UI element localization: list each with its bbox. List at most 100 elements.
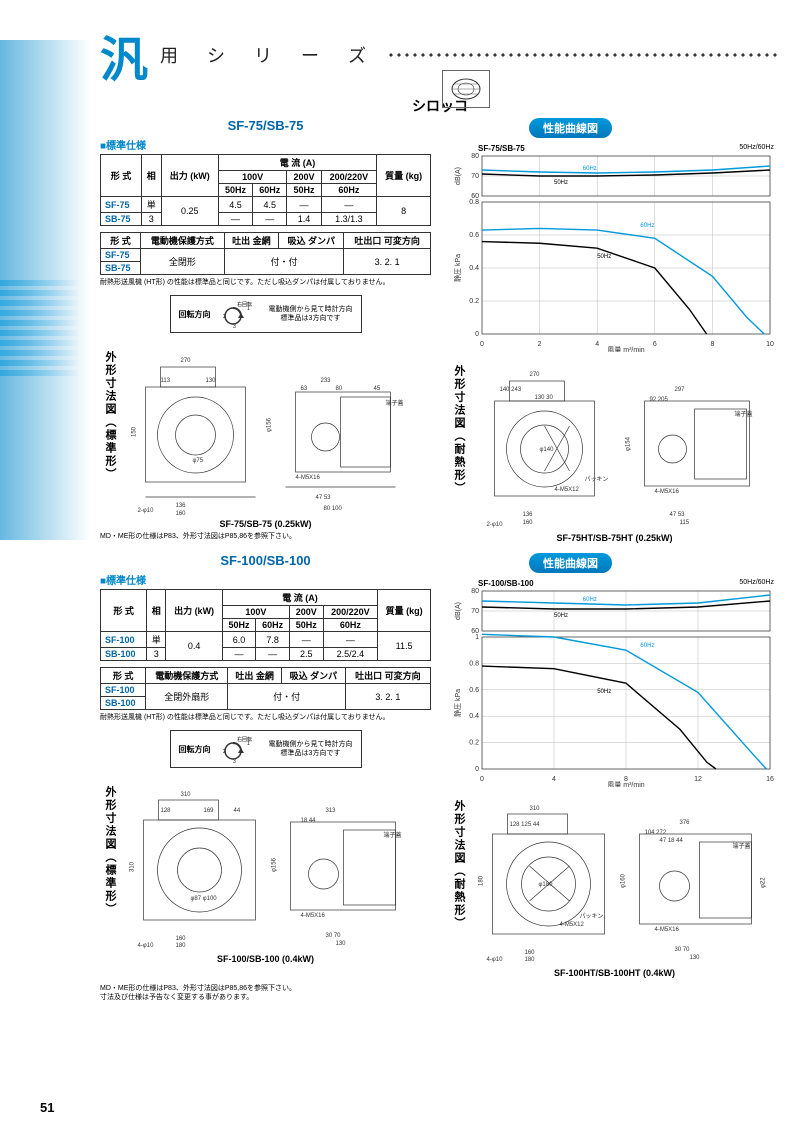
sf75-caption-ht: SF-75HT/SB-75HT (0.25kW) [449, 533, 780, 543]
svg-text:4: 4 [595, 341, 599, 348]
svg-text:φ87 φ100: φ87 φ100 [191, 896, 218, 902]
svg-text:4-M5X12: 4-M5X12 [555, 487, 580, 493]
svg-text:4: 4 [552, 776, 556, 783]
svg-text:30 70: 30 70 [675, 947, 691, 953]
svg-text:128: 128 [161, 808, 172, 814]
sf75-spec-table2: 形 式 電動機保護方式 吐出 金網 吸込 ダンパ 吐出口 可変方向 SF-75 … [100, 232, 431, 275]
sf100-caption-ht: SF-100HT/SB-100HT (0.4kW) [449, 968, 780, 978]
sf100-note: 耐熱形送風機 (HT形) の性能は標準品と同じです。ただし吸込ダンパは付属してお… [100, 713, 431, 722]
svg-text:50Hz: 50Hz [597, 689, 611, 695]
svg-text:16: 16 [766, 776, 774, 783]
svg-text:136: 136 [523, 512, 534, 518]
svg-text:130: 130 [336, 941, 347, 947]
svg-text:50Hz: 50Hz [554, 180, 568, 186]
page-header: 汎 用 シ リ ー ズ [100, 20, 780, 90]
svg-text:80: 80 [471, 153, 479, 160]
svg-text:0.2: 0.2 [469, 298, 479, 305]
svg-text:4-M5X16: 4-M5X16 [301, 913, 326, 919]
header-kanji: 汎 [100, 20, 148, 90]
th-current: 電 流 (A) [218, 155, 376, 171]
svg-text:92 205: 92 205 [650, 397, 669, 403]
svg-text:2: 2 [538, 341, 542, 348]
svg-text:0.4: 0.4 [469, 713, 479, 720]
svg-text:113: 113 [161, 378, 171, 384]
svg-text:静圧 kPa: 静圧 kPa [453, 254, 462, 282]
fan-icon [442, 70, 490, 108]
svg-text:180: 180 [479, 876, 485, 887]
chart-badge-75: 性能曲線図 [529, 118, 612, 138]
sf75-caption-std: SF-75/SB-75 (0.25kW) [100, 519, 431, 529]
svg-text:310: 310 [181, 792, 192, 798]
svg-text:φ160: φ160 [621, 874, 627, 889]
svg-text:端子蓋: 端子蓋 [735, 410, 753, 418]
sf75-title: SF-75/SB-75 [100, 118, 431, 133]
svg-text:3: 3 [233, 324, 236, 328]
sf75-drawing-std: 270113130 150 136160 2-φ10φ75 233638045 … [120, 347, 431, 517]
svg-text:47 53: 47 53 [316, 495, 332, 501]
svg-text:70: 70 [471, 173, 479, 180]
svg-text:10: 10 [766, 341, 774, 348]
side-stripes [0, 280, 80, 400]
sf100-caption-std: SF-100/SB-100 (0.4kW) [100, 954, 431, 964]
svg-text:136: 136 [176, 503, 187, 509]
svg-text:φ75: φ75 [193, 458, 204, 464]
sf100-chart: SF-100/SB-100 50Hz/60Hz 048121660708000.… [449, 576, 779, 786]
svg-text:端子蓋: 端子蓋 [386, 399, 404, 407]
svg-text:130 30: 130 30 [535, 395, 554, 401]
svg-text:0.4: 0.4 [469, 265, 479, 272]
svg-text:160: 160 [525, 950, 536, 956]
svg-text:160: 160 [523, 520, 534, 526]
svg-text:70: 70 [471, 608, 479, 615]
svg-text:φ22: φ22 [761, 877, 767, 888]
svg-text:44: 44 [234, 808, 241, 814]
svg-text:パッキン: パッキン [585, 476, 609, 483]
svg-text:0.8: 0.8 [469, 661, 479, 668]
sf100-drawing-ht: 310128 125 44 φ180180 1601804-φ10 4-M5X1… [469, 796, 780, 966]
rotation-box-75: 回転方向 右回転231 電動機側から見て時計方向 標準品は3方向です [170, 295, 362, 333]
svg-text:0: 0 [480, 341, 484, 348]
th-phase: 相 [141, 155, 161, 197]
svg-text:63: 63 [301, 386, 308, 392]
svg-text:270: 270 [181, 358, 192, 364]
svg-text:2-φ10: 2-φ10 [487, 522, 504, 528]
svg-text:160: 160 [176, 936, 187, 942]
svg-text:風量 m³/min: 風量 m³/min [607, 346, 644, 352]
svg-text:233: 233 [321, 378, 332, 384]
svg-text:0.2: 0.2 [469, 740, 479, 747]
header-dots [388, 53, 780, 57]
svg-text:130: 130 [206, 378, 217, 384]
sf75-drawing-std-label: 外形寸法図（標準形） [100, 347, 120, 517]
svg-text:φ140: φ140 [540, 447, 555, 453]
svg-text:0: 0 [475, 331, 479, 338]
svg-text:310: 310 [130, 862, 136, 873]
svg-text:4-φ10: 4-φ10 [487, 957, 504, 963]
svg-text:4-M5X16: 4-M5X16 [296, 475, 321, 481]
sf75-drawing-ht: 270140 243130 30 φ140136160 2-φ104-M5X12… [469, 361, 780, 531]
rotation-box-100: 回転方向 右回転231 電動機側から見て時計方向 標準品は3方向です [170, 730, 362, 768]
svg-text:6: 6 [653, 341, 657, 348]
svg-text:3: 3 [233, 759, 236, 763]
svg-text:端子蓋: 端子蓋 [384, 831, 402, 839]
svg-text:169: 169 [204, 808, 215, 814]
svg-text:60Hz: 60Hz [583, 597, 597, 603]
sf100-title: SF-100/SB-100 [100, 553, 431, 568]
svg-text:297: 297 [675, 387, 686, 393]
svg-text:2: 2 [223, 314, 226, 320]
svg-text:180: 180 [176, 943, 187, 949]
svg-text:0.8: 0.8 [469, 199, 479, 206]
svg-text:4-φ10: 4-φ10 [138, 943, 155, 949]
svg-text:パッキン: パッキン [580, 913, 604, 920]
svg-text:130: 130 [690, 955, 701, 961]
svg-text:0.6: 0.6 [469, 687, 479, 694]
svg-text:60Hz: 60Hz [640, 643, 654, 649]
svg-text:270: 270 [530, 372, 541, 378]
sf100-spec-table1: 形 式 相 出力 (kW) 電 流 (A) 質量 (kg) 100V 200V … [100, 589, 431, 661]
svg-text:2: 2 [223, 749, 226, 755]
sf75-drawing-ht-label: 外形寸法図（耐熱形） [449, 361, 469, 531]
svg-text:47 18 44: 47 18 44 [660, 838, 684, 844]
svg-text:376: 376 [680, 820, 691, 826]
sf100-drawing-std-label: 外形寸法図（標準形） [100, 782, 120, 952]
svg-text:4-M5X16: 4-M5X16 [655, 927, 680, 933]
svg-text:1: 1 [475, 634, 479, 641]
svg-text:80: 80 [471, 588, 479, 595]
